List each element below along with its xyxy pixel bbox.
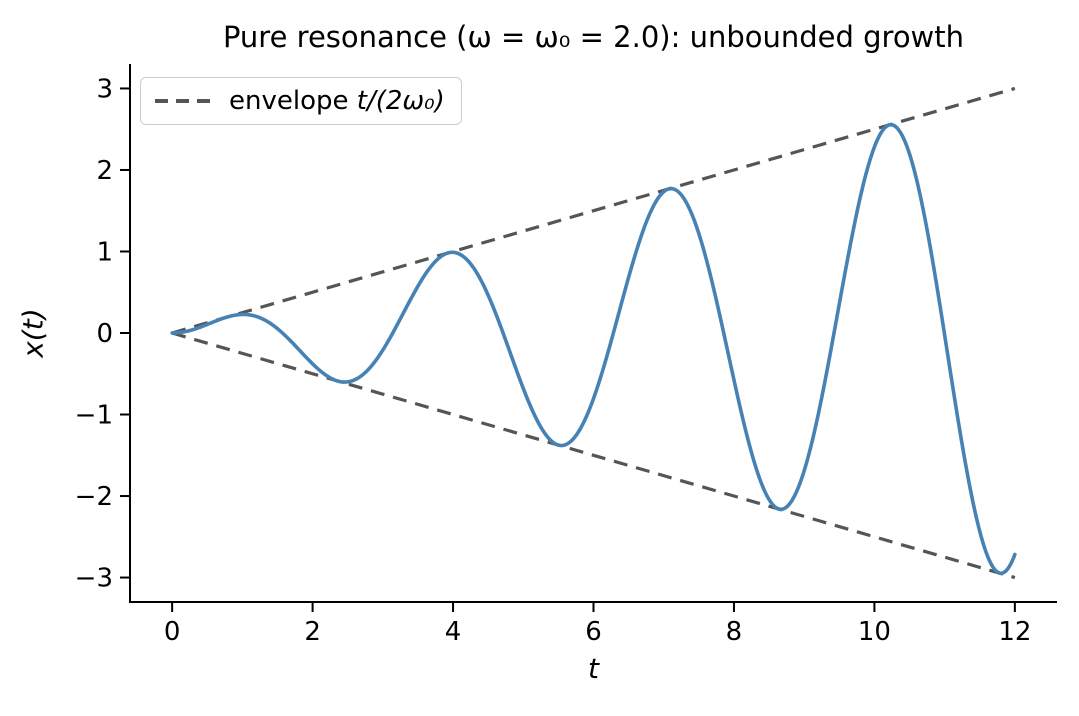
- legend-label: envelope t/(2ω₀): [229, 86, 445, 116]
- y-tick-label: 3: [96, 74, 113, 104]
- x-tick-label: 12: [998, 617, 1031, 647]
- x-tick-label: 2: [304, 617, 321, 647]
- legend-dash-sample-icon: [155, 99, 211, 103]
- y-tick-label: 0: [96, 319, 113, 349]
- plot-title: Pure resonance (ω = ω₀ = 2.0): unbounded…: [222, 20, 965, 54]
- y-tick-label: −1: [75, 401, 113, 431]
- y-tick-label: 1: [96, 237, 113, 267]
- envelope-lower-curve: [171, 331, 1016, 580]
- y-tick-label: 2: [96, 156, 113, 186]
- solution-curve: [170, 122, 1017, 576]
- x-axis-label: t: [588, 652, 599, 685]
- x-tick-label: 4: [445, 617, 462, 647]
- x-tick-label: 10: [858, 617, 891, 647]
- y-axis-label: x(t): [16, 308, 50, 358]
- envelope-upper-curve: [171, 86, 1016, 335]
- x-tick-label: 8: [726, 617, 743, 647]
- legend: envelope t/(2ω₀): [140, 77, 462, 125]
- y-tick-label: −3: [75, 564, 113, 594]
- y-tick-label: −2: [75, 482, 113, 512]
- x-tick-label: 6: [585, 617, 602, 647]
- x-tick-label: 0: [164, 617, 181, 647]
